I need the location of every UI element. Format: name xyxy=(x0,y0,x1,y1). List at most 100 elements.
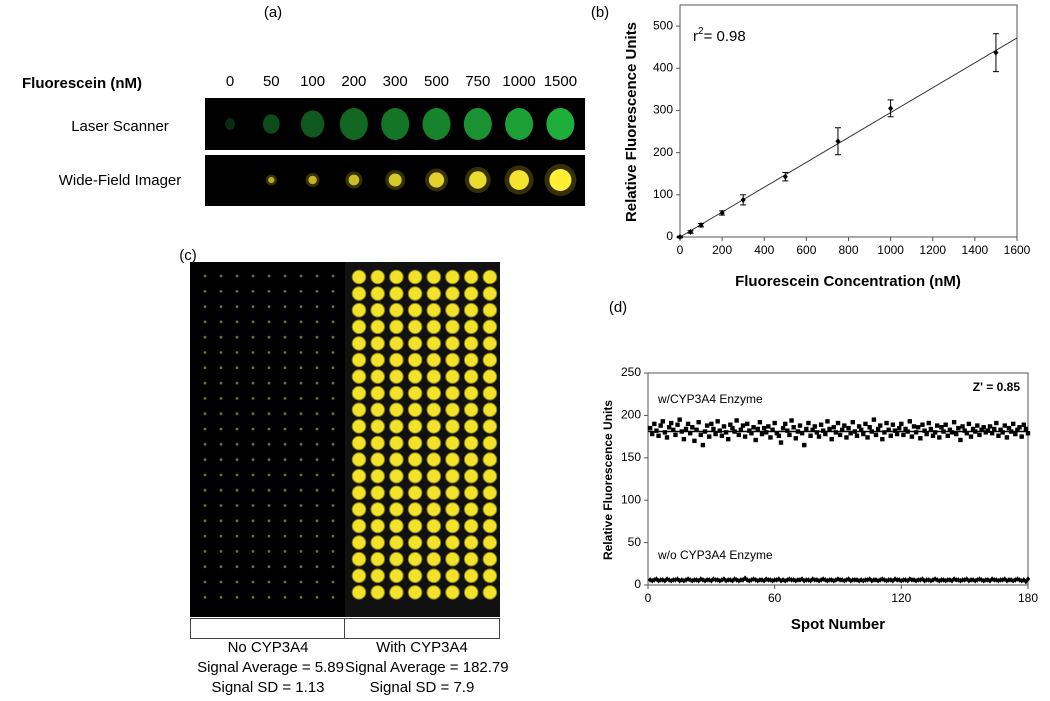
point xyxy=(654,428,659,433)
point xyxy=(964,431,969,436)
laser-spot xyxy=(225,118,235,130)
point xyxy=(774,431,779,436)
point xyxy=(652,577,657,583)
point xyxy=(704,423,710,428)
point xyxy=(918,436,923,441)
array-spot-dim xyxy=(315,473,319,477)
array-spot-dim xyxy=(203,442,207,446)
point xyxy=(757,419,763,425)
point xyxy=(700,442,706,448)
y-tick-label: 200 xyxy=(621,408,641,422)
array-spot-dim xyxy=(299,488,303,492)
array-spot-dim xyxy=(219,381,223,385)
point xyxy=(890,422,896,427)
array-spot-dim xyxy=(235,397,239,400)
array-spot-bright xyxy=(445,302,460,318)
point xyxy=(666,425,672,430)
point xyxy=(774,577,779,583)
point xyxy=(943,422,948,427)
array-spot-bright xyxy=(407,468,423,484)
array-spot-bright xyxy=(389,385,404,401)
point xyxy=(647,577,653,583)
array-spot-dim xyxy=(251,473,255,477)
point xyxy=(793,577,798,584)
point xyxy=(973,429,978,434)
point xyxy=(878,577,883,583)
point xyxy=(783,577,788,584)
point xyxy=(1021,422,1026,427)
array-spot-dim xyxy=(299,504,303,507)
array-spot-dim xyxy=(315,595,319,599)
array-spot-bright xyxy=(463,551,479,567)
point xyxy=(907,576,912,582)
array-spot-dim xyxy=(251,427,255,431)
point xyxy=(1015,427,1020,433)
array-spot-dim xyxy=(315,335,319,339)
array-spot-bright xyxy=(370,419,386,434)
x-tick-label: 600 xyxy=(796,243,816,257)
array-spot-dim xyxy=(235,519,239,523)
array-spot-bright xyxy=(407,286,423,301)
y-tick-label: 300 xyxy=(653,103,673,117)
array-spot-dim xyxy=(235,335,239,339)
series-label: w/CYP3A4 Enzyme xyxy=(657,392,763,406)
array-spot-dim xyxy=(299,289,303,293)
point xyxy=(818,422,824,427)
array-spot-dim xyxy=(315,442,319,446)
array-spot-dim xyxy=(267,289,271,293)
array-spot-dim xyxy=(315,519,319,523)
point xyxy=(954,431,959,437)
y-tick-label: 150 xyxy=(621,450,641,464)
array-spot-dim xyxy=(219,305,223,308)
panel-label: (d) xyxy=(609,299,627,316)
point xyxy=(675,422,680,427)
array-spot-dim xyxy=(203,320,207,324)
array-spot-bright xyxy=(482,319,498,335)
point xyxy=(998,427,1003,433)
array-spot-bright xyxy=(445,385,460,401)
array-spot-dim xyxy=(267,534,271,538)
point xyxy=(783,421,788,427)
array-spot-dim xyxy=(315,305,319,308)
y-tick-label: 100 xyxy=(653,187,673,201)
point xyxy=(905,429,910,434)
point xyxy=(1011,577,1016,584)
point xyxy=(647,425,653,431)
point xyxy=(888,105,894,112)
point xyxy=(985,428,991,433)
point xyxy=(932,576,938,582)
point xyxy=(732,429,737,434)
point xyxy=(650,577,655,584)
array-spot-bright xyxy=(389,502,404,517)
sup: 2 xyxy=(698,26,704,37)
array-spot-bright xyxy=(482,402,498,418)
point xyxy=(797,423,803,428)
point xyxy=(979,427,984,433)
point xyxy=(690,577,695,584)
point xyxy=(941,429,946,434)
array-spot-dim xyxy=(235,504,239,507)
x-tick-label: 0 xyxy=(645,591,652,605)
array-spot-dim xyxy=(235,412,239,416)
array-spot-dim xyxy=(267,580,271,584)
array-spot-bright xyxy=(463,468,479,484)
array-spot-dim xyxy=(315,320,319,324)
array-spot-bright xyxy=(445,535,460,550)
array-spot-dim xyxy=(219,488,223,492)
point xyxy=(1004,577,1010,584)
point xyxy=(905,577,910,584)
point xyxy=(755,426,760,432)
array-spot-dim xyxy=(203,565,207,569)
array-spot-dim xyxy=(283,580,287,584)
point xyxy=(993,49,999,56)
array-spot-dim xyxy=(251,274,255,278)
point xyxy=(669,577,674,584)
point xyxy=(702,429,708,434)
point xyxy=(723,577,729,584)
point xyxy=(776,433,782,438)
point xyxy=(719,577,725,583)
point xyxy=(694,427,699,433)
array-spot-dim xyxy=(299,534,303,538)
array-spot-dim xyxy=(251,580,255,584)
array-spot-bright xyxy=(482,468,498,484)
